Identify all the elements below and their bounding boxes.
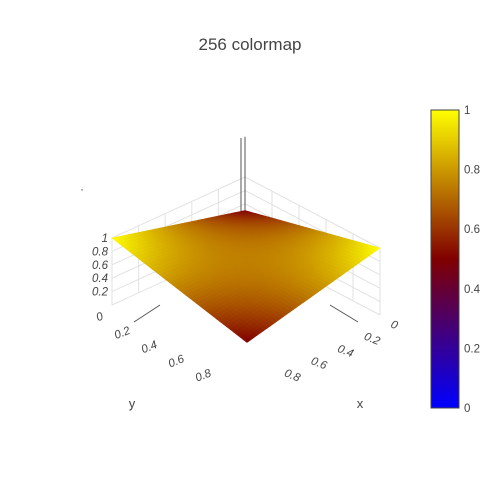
grid-line	[111, 176, 246, 239]
z-tick-label: 0.8	[92, 246, 109, 258]
y-tick-label: 0	[95, 310, 106, 324]
x-tick-label: 0.2	[362, 331, 382, 348]
chart-title: 256 colormap	[198, 35, 301, 54]
floor-edge-right	[329, 304, 359, 323]
grid-line	[244, 176, 381, 249]
x-tick-label: 0.4	[336, 343, 355, 360]
colorbar-tick-label: 0.2	[464, 343, 480, 355]
colorbar-ticks: 0 0.2 0.4 0.6 0.8 1	[464, 105, 481, 415]
colorbar-gradient	[430, 109, 460, 409]
z-tick-label: 0.6	[92, 260, 109, 272]
y-tick-label: 0.2	[113, 325, 133, 342]
z-tick-label: 1	[102, 233, 108, 245]
x-axis-label: x	[357, 396, 364, 411]
y-tick-label: 0.4	[140, 339, 159, 356]
surface-cell	[243, 337, 251, 343]
z-tick-label: 0.2	[92, 287, 109, 299]
colorbar-tick-label: 0.6	[464, 224, 480, 236]
scene-3d: 0.20.40.60.81·00.20.40.60.8y00.20.40.60.…	[80, 136, 400, 411]
colorbar-tick-label: 0.8	[464, 165, 480, 177]
z-tick-label: 0.4	[92, 273, 108, 285]
surface-mesh	[111, 210, 381, 343]
colorbar-tick-label: 1	[464, 105, 470, 117]
colorbar-tick-label: 0	[464, 403, 470, 415]
x-tick-label: 0.6	[309, 355, 329, 372]
y-axis-label: y	[129, 396, 136, 411]
colorbar-tick-label: 0.4	[464, 284, 481, 296]
floor-edge-left	[133, 304, 161, 323]
x-tick-label: 0	[389, 319, 400, 333]
y-tick-label: 0.8	[194, 367, 214, 384]
axes-3d: 0.20.40.60.81·00.20.40.60.8y00.20.40.60.…	[80, 184, 400, 411]
z-axis-title: ·	[80, 184, 84, 196]
colorbar: 0 0.2 0.4 0.6 0.8 1	[430, 105, 481, 415]
x-tick-label: 0.8	[282, 367, 302, 384]
y-tick-label: 0.6	[167, 353, 187, 370]
